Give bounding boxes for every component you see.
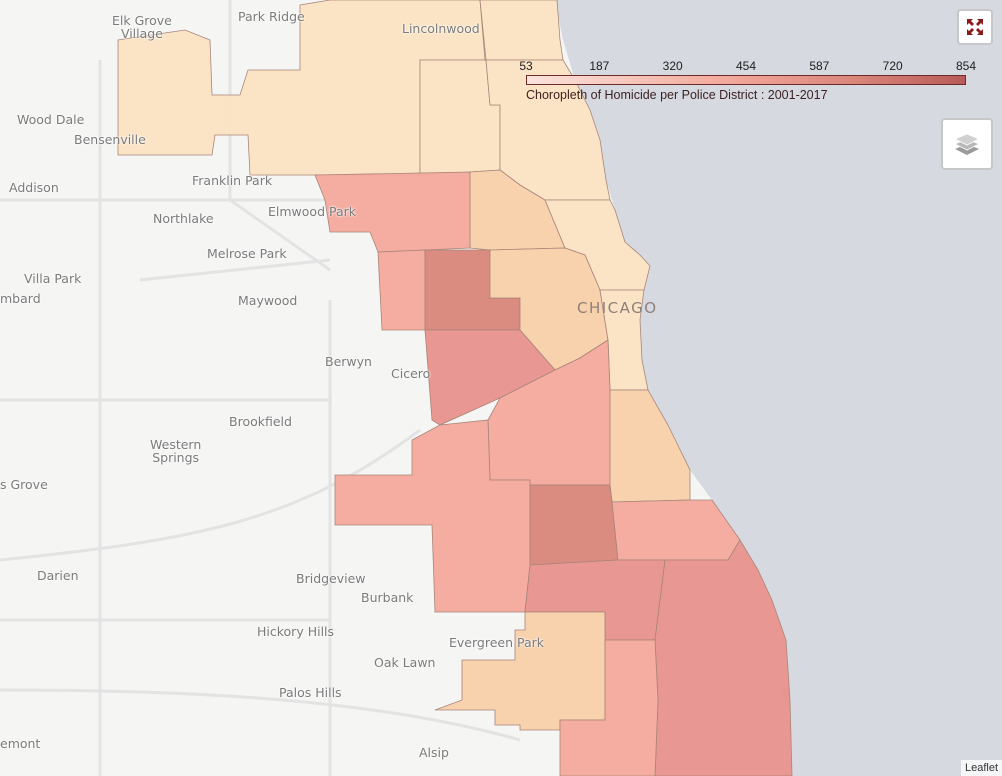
fullscreen-button[interactable] xyxy=(957,9,993,45)
city-label: CHICAGO xyxy=(577,299,658,317)
place-label: s Grove xyxy=(0,477,48,492)
district-7[interactable] xyxy=(529,484,619,566)
place-label: Western Springs xyxy=(150,437,202,465)
legend-tick: 320 xyxy=(662,59,683,73)
legend-title: Choropleth of Homicide per Police Distri… xyxy=(526,88,828,102)
legend-tick: 187 xyxy=(589,59,610,73)
choropleth-legend: 53 187 320 454 587 720 854 Choropleth of Homic… xyxy=(519,59,976,106)
legend-tick: 587 xyxy=(809,59,830,73)
place-label: Elk Grove Village xyxy=(112,13,172,41)
legend-tick: 720 xyxy=(882,59,903,73)
legend-tick: 454 xyxy=(735,59,757,73)
place-label: Maywood xyxy=(238,293,298,308)
layers-button[interactable] xyxy=(941,118,993,170)
place-label: Villa Park xyxy=(24,271,82,286)
place-label: Franklin Park xyxy=(192,173,273,188)
place-label: mbard xyxy=(0,291,41,306)
legend-tick: 854 xyxy=(955,59,977,73)
place-label: Evergreen Park xyxy=(449,635,544,650)
lake-michigan xyxy=(555,0,1002,776)
place-label: Wood Dale xyxy=(17,112,85,127)
place-label: Cicero xyxy=(391,366,431,381)
place-label: Palos Hills xyxy=(279,685,342,700)
attribution[interactable]: Leaflet xyxy=(960,760,1002,776)
place-label: Bensenville xyxy=(74,132,146,147)
district-15[interactable] xyxy=(377,249,426,331)
district-24[interactable] xyxy=(479,0,564,61)
legend-color-bar xyxy=(526,75,966,85)
leaflet-link[interactable]: Leaflet xyxy=(964,762,998,774)
place-label: Oak Lawn xyxy=(374,655,436,670)
place-label: Park Ridge xyxy=(238,9,305,24)
legend-tick: 53 xyxy=(519,59,533,73)
district-22[interactable] xyxy=(434,611,606,731)
place-label: Northlake xyxy=(153,211,214,226)
fullscreen-icon xyxy=(967,19,983,35)
place-label: Elmwood Park xyxy=(268,204,356,219)
place-label: Melrose Park xyxy=(207,246,287,261)
district-16-ohare[interactable] xyxy=(117,0,486,176)
place-label: Burbank xyxy=(361,590,414,605)
place-label: Alsip xyxy=(419,745,449,760)
district-8[interactable] xyxy=(334,419,531,613)
place-label: Darien xyxy=(37,568,79,583)
roads xyxy=(0,0,521,776)
place-label: Hickory Hills xyxy=(257,624,335,639)
district-5[interactable] xyxy=(559,639,659,776)
place-label: Addison xyxy=(9,180,59,195)
place-label: Bridgeview xyxy=(296,571,366,586)
place-label: Berwyn xyxy=(325,354,372,369)
district-polygons xyxy=(117,0,793,776)
place-label: Brookfield xyxy=(229,414,292,429)
layers-icon xyxy=(954,133,980,155)
place-label: emont xyxy=(0,736,41,751)
place-label: Lincolnwood xyxy=(402,21,480,36)
